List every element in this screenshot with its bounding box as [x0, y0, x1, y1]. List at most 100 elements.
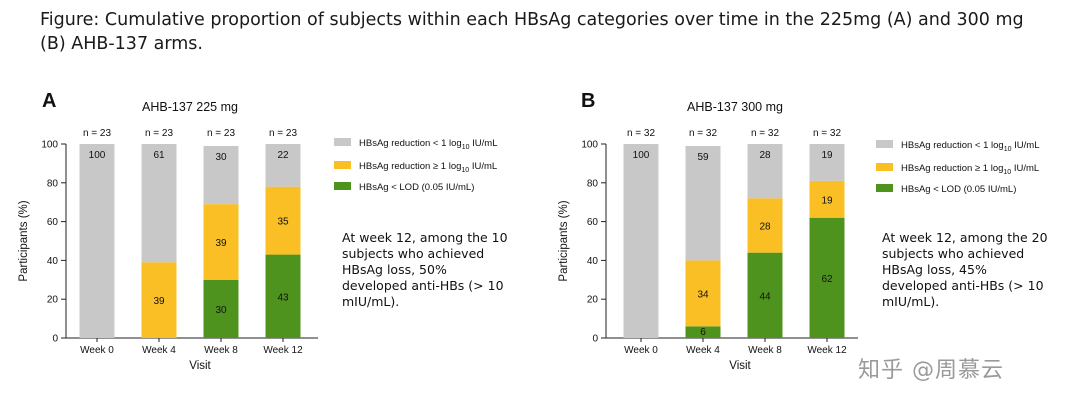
- panel-b-annotation-line: HBsAg loss, 45%: [882, 262, 987, 277]
- panel-a-annotation-line: At week 12, among the 10: [342, 230, 508, 245]
- panel-b-annotation-line: developed anti-HBs (> 10: [882, 278, 1044, 293]
- panel-b-bar-reduction-ge1-segment: [685, 260, 721, 327]
- panel-b-legend-label: HBsAg reduction ≥ 1 log10 IU/mL: [901, 163, 1039, 176]
- panel-b-y-tick-label: 20: [587, 295, 599, 306]
- panel-b-y-tick-label: 80: [587, 178, 599, 189]
- panel-a-legend-label: HBsAg < LOD (0.05 IU/mL): [359, 182, 474, 193]
- panel-a-y-tick-label: 100: [41, 140, 58, 151]
- panel-b-letter: B: [581, 90, 595, 112]
- panel-b-bar-reduction-lt1-segment: [809, 144, 845, 181]
- panel-b-y-tick-label: 0: [592, 334, 598, 345]
- panel-b-bar-reduction-ge1-segment: [747, 198, 783, 253]
- panel-b-n-label: n = 32: [627, 128, 656, 139]
- panel-a-x-tick-label: Week 0: [80, 345, 114, 356]
- panel-b-legend-swatch: [876, 140, 893, 148]
- panel-a-bar-value-label: 30: [215, 152, 227, 163]
- panel-b-x-tick-label: Week 12: [807, 345, 847, 356]
- panel-b-y-tick-label: 40: [587, 256, 599, 267]
- panel-a-letter: A: [42, 90, 56, 112]
- panel-a-y-tick-label: 20: [47, 295, 59, 306]
- panel-b-x-tick-label: Week 8: [748, 345, 782, 356]
- panel-a-x-tick-label: Week 4: [142, 345, 176, 356]
- panel-a-legend-label: HBsAg reduction ≥ 1 log10 IU/mL: [359, 161, 497, 174]
- panel-b-bar-value-label: 34: [697, 289, 709, 300]
- panel-a-bar-value-label: 43: [277, 292, 289, 303]
- panel-b-bar-value-label: 6: [700, 327, 706, 338]
- panel-b-annotation-line: subjects who achieved: [882, 246, 1025, 261]
- panel-a-legend-swatch: [334, 161, 351, 169]
- panel-b-n-label: n = 32: [751, 128, 780, 139]
- panel-b-annotation: At week 12, among the 20 subjects who ach…: [882, 230, 1048, 310]
- panel-a-y-axis-title: Participants (%): [18, 200, 30, 281]
- panel-b-bar-value-label: 59: [697, 152, 709, 163]
- panel-a-bar-reduction-ge1-segment: [203, 204, 239, 280]
- panel-a-bar-reduction-lt1-segment: [141, 144, 177, 263]
- panel-a-y-tick-label: 40: [47, 256, 59, 267]
- panel-a-n-label: n = 23: [269, 128, 298, 139]
- panel-b-y-tick-label: 100: [581, 140, 598, 151]
- panel-b-bar-value-label: 19: [821, 150, 833, 161]
- panel-a-y-tick-label: 0: [52, 334, 58, 345]
- panel-b-legend-swatch: [876, 184, 893, 192]
- panel-a-x-tick-label: Week 12: [263, 345, 303, 356]
- panel-a-n-label: n = 23: [207, 128, 236, 139]
- panel-b-annotation-line: At week 12, among the 20: [882, 230, 1048, 245]
- panel-a-bar-reduction-lt1-segment: [79, 144, 115, 338]
- panel-a-legend-label: HBsAg reduction < 1 log10 IU/mL: [359, 138, 498, 151]
- panel-b-bar-reduction-lt1-segment: [747, 144, 783, 199]
- panel-b-x-axis-title: Visit: [729, 360, 751, 372]
- panel-a-n-label: n = 23: [145, 128, 174, 139]
- panel-b-bar-loss-segment: [747, 252, 783, 338]
- panel-a-bar-loss-segment: [265, 254, 301, 338]
- panel-b-n-label: n = 32: [813, 128, 842, 139]
- panel-b-bar-value-label: 100: [633, 150, 650, 161]
- panel-b-x-tick-label: Week 0: [624, 345, 658, 356]
- panel-b-bar-loss-segment: [809, 217, 845, 338]
- panel-a-legend-swatch: [334, 138, 351, 146]
- panel-a-annotation-line: mIU/mL).: [342, 294, 400, 309]
- panel-b-bar-value-label: 19: [821, 195, 833, 206]
- panel-a-y-tick-label: 60: [47, 217, 59, 228]
- panel-b-legend-swatch: [876, 163, 893, 171]
- panel-b-legend-label: HBsAg reduction < 1 log10 IU/mL: [901, 140, 1040, 153]
- panel-a-annotation-line: HBsAg loss, 50%: [342, 262, 447, 277]
- panel-b-bar-loss-segment: [685, 326, 721, 338]
- panel-b-annotation-line: mIU/mL).: [882, 294, 940, 309]
- panel-a-bar-value-label: 30: [215, 305, 227, 316]
- panel-a-bar-reduction-ge1-segment: [141, 262, 177, 338]
- panel-a-title: AHB-137 225 mg: [142, 100, 238, 114]
- panel-b-x-tick-label: Week 4: [686, 345, 720, 356]
- panel-b-bar-value-label: 44: [759, 291, 771, 302]
- panel-b-legend-label: HBsAg < LOD (0.05 IU/mL): [901, 184, 1016, 195]
- panel-b-bar-reduction-lt1-segment: [623, 144, 659, 338]
- panel-a-bar-value-label: 39: [215, 238, 227, 249]
- panel-a-bar-reduction-ge1-segment: [265, 186, 301, 255]
- panel-a-bar-value-label: 39: [153, 296, 165, 307]
- panel-b-bar-reduction-ge1-segment: [809, 180, 845, 218]
- panel-a-legend-swatch: [334, 182, 351, 190]
- panel-a-annotation-line: subjects who achieved: [342, 246, 485, 261]
- panel-a-n-label: n = 23: [83, 128, 112, 139]
- panel-a-bar-value-label: 100: [89, 150, 106, 161]
- panel-b-n-label: n = 32: [689, 128, 718, 139]
- panel-a-bar-reduction-lt1-segment: [265, 144, 301, 187]
- panel-b-bar-value-label: 28: [759, 150, 771, 161]
- panel-a-bar-value-label: 61: [153, 150, 165, 161]
- panel-b-title: AHB-137 300 mg: [687, 100, 783, 114]
- panel-b-y-tick-label: 60: [587, 217, 599, 228]
- panel-a-x-tick-label: Week 8: [204, 345, 238, 356]
- panel-a-annotation: At week 12, among the 10 subjects who ach…: [342, 230, 508, 310]
- panel-b-y-axis-title: Participants (%): [558, 200, 570, 281]
- panel-a-bar-loss-segment: [203, 279, 239, 338]
- panel-a-bar-value-label: 22: [277, 150, 289, 161]
- panel-b-bar-value-label: 62: [821, 274, 833, 285]
- panel-a-x-axis-title: Visit: [189, 360, 211, 372]
- panel-a-bar-reduction-lt1-segment: [203, 145, 239, 205]
- panel-a-bar-value-label: 35: [277, 217, 289, 228]
- panel-b-bar-value-label: 28: [759, 221, 771, 232]
- panel-a-y-tick-label: 80: [47, 178, 59, 189]
- watermark-text: 知乎 @周慕云: [858, 358, 1004, 383]
- panel-a-annotation-line: developed anti-HBs (> 10: [342, 278, 504, 293]
- figure-title: Figure: Cumulative proportion of subject…: [40, 10, 1024, 54]
